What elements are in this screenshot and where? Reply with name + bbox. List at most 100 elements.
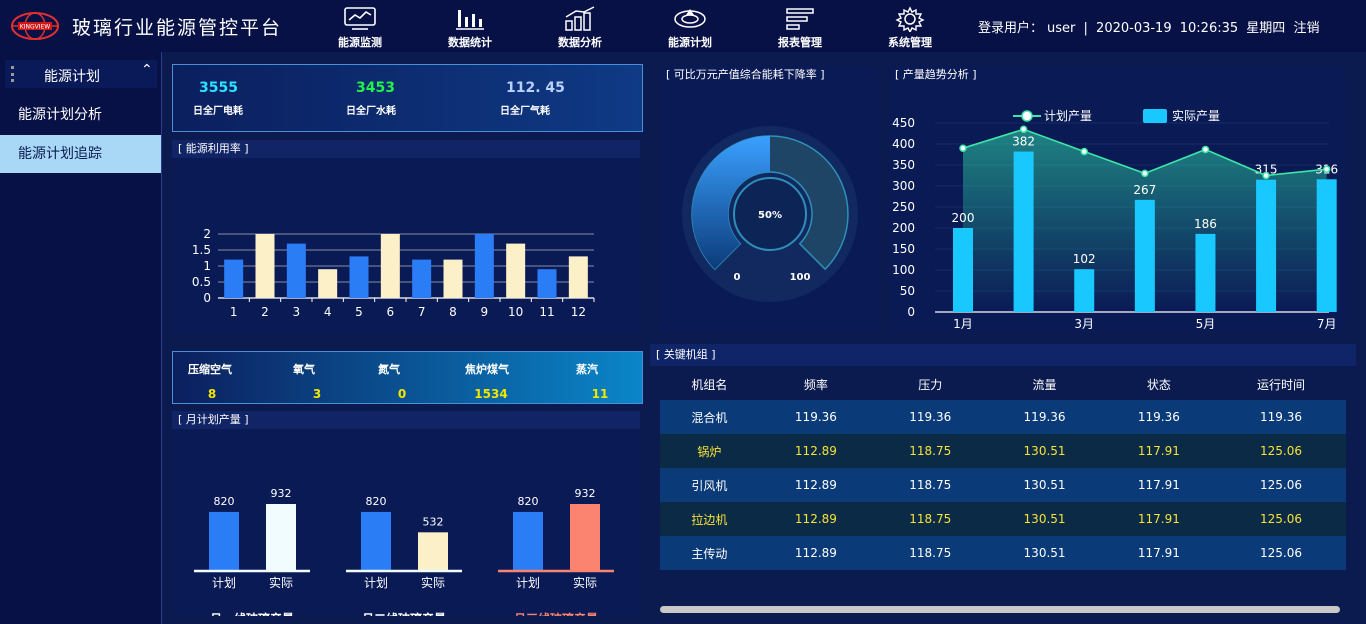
- table-row[interactable]: 主传动 112.89 118.75 130.51 117.91 125.06: [660, 536, 1346, 570]
- user-bar: 登录用户： user | 2020-03-19 10:26:35 星期四 注销: [978, 17, 1323, 36]
- y-tick-label: 250: [892, 200, 915, 214]
- power-consumption-value: 3555: [199, 80, 238, 96]
- actual-bar: [1074, 269, 1095, 312]
- x-tick-label: 2: [261, 305, 269, 319]
- plan-bar-category: 实际: [421, 575, 445, 590]
- plan-bar-category: 实际: [269, 575, 293, 590]
- actual-bar: [1013, 151, 1034, 312]
- table-cell: 119.36: [1260, 410, 1302, 424]
- sidebar-item-plan-tracking[interactable]: 能源计划追踪: [0, 135, 161, 173]
- gas-header-3: 焦炉煤气: [465, 363, 509, 376]
- plan-bar-value: 820: [366, 495, 387, 508]
- table-cell: 117.91: [1137, 444, 1180, 458]
- trend-title: [ 产量趋势分析 ]: [895, 68, 977, 81]
- y-tick-label: 1.5: [192, 243, 211, 257]
- date: 2020-03-19: [1096, 21, 1172, 36]
- gas-consumption-label: 日全厂气耗: [500, 106, 550, 117]
- usage-bar: [349, 256, 369, 298]
- key-units-title: [ 关键机组 ]: [650, 344, 1356, 366]
- legend-actual: 实际产量: [1172, 108, 1220, 123]
- actual-bar: [1316, 179, 1337, 312]
- gas-value-3: 1534: [474, 387, 508, 401]
- plan-point: [1322, 165, 1331, 173]
- table-cell: 117.91: [1137, 546, 1180, 560]
- nav-label: 数据分析: [558, 36, 602, 49]
- plan-point: [1201, 145, 1210, 154]
- nav-energy-plan[interactable]: 能源计划: [650, 4, 730, 50]
- y-tick-label: 2: [203, 227, 211, 241]
- separator: |: [1083, 21, 1088, 36]
- plan-bar-category: 计划: [212, 576, 236, 590]
- usage-bar: [224, 259, 244, 298]
- report-icon: [786, 8, 814, 30]
- plan-bar-value: 820: [214, 495, 235, 508]
- usage-bar: [506, 243, 526, 298]
- gear-icon: [895, 6, 925, 32]
- column-header: 运行时间: [1257, 377, 1306, 392]
- sidebar-header-label: 能源计划: [44, 69, 100, 85]
- usage-bar: [537, 269, 557, 298]
- plan-point: [1141, 169, 1149, 178]
- y-tick-label: 400: [892, 137, 915, 151]
- table-cell: 125.06: [1260, 478, 1302, 492]
- gauge-fill: [692, 136, 770, 270]
- x-tick-label: 3: [293, 305, 301, 319]
- actual-bar: [1195, 233, 1216, 312]
- x-tick-label: 5: [355, 305, 363, 319]
- logout-link[interactable]: 注销: [1293, 21, 1320, 36]
- y-tick-label: 0.5: [192, 275, 211, 289]
- table-cell: 引风机: [691, 478, 728, 493]
- actual-bar-value: 102: [1073, 252, 1096, 266]
- x-tick-label: 11: [539, 305, 554, 319]
- plan-bar-value: 820: [518, 495, 539, 508]
- logo: KINGVIEW: [10, 11, 60, 41]
- trend-panel: [ 产量趋势分析 ] 0 50 100 150 200 250 300 350 400 450 20…: [889, 66, 1345, 332]
- y-tick-label: 450: [892, 116, 915, 130]
- horizontal-scrollbar[interactable]: [660, 606, 1340, 613]
- production-trend-chart: 0 50 100 150 200 250 300 350 400 450 200 1月 382 102 3月…: [892, 108, 1338, 331]
- key-units-panel: [ 关键机组 ] 机组名 频率 压力 流量 状态 运行时间 混合机 119.36 119.36…: [650, 344, 1356, 616]
- gas-header-0: 压缩空气: [188, 363, 232, 376]
- nav-report[interactable]: 报表管理: [760, 4, 840, 50]
- table-row[interactable]: 拉边机 112.89 118.75 130.51 117.91 125.06: [660, 502, 1346, 536]
- plan-bar: [209, 511, 239, 570]
- x-tick-label: 7月: [1317, 317, 1337, 331]
- plan-bar-category: 计划: [516, 576, 540, 590]
- actual-bar-value: 267: [1133, 183, 1156, 197]
- plan-bar-value: 932: [271, 487, 292, 500]
- gauge-panel: [ 可比万元产值综合能耗下降率 ] 50% 0 100: [660, 66, 878, 332]
- table-row[interactable]: 锅炉 112.89 118.75 130.51 117.91 125.06: [660, 434, 1346, 468]
- nav-data-stats[interactable]: 数据统计: [430, 4, 510, 50]
- legend-bar-swatch: [1143, 109, 1167, 123]
- x-tick-label: 5月: [1196, 317, 1216, 331]
- usage-bar: [443, 259, 463, 298]
- sidebar-header[interactable]: 能源计划 ⌃: [5, 60, 157, 88]
- monthly-plan-title: [ 月计划产量 ]: [172, 411, 640, 429]
- collapse-icon[interactable]: ⌃: [141, 62, 153, 78]
- sidebar-item-plan-analysis[interactable]: 能源计划分析: [0, 96, 161, 134]
- legend-point-swatch: [1021, 110, 1033, 122]
- x-tick-label: 7: [418, 305, 426, 319]
- gas-header-1: 氧气: [293, 363, 315, 376]
- nav-system[interactable]: 系统管理: [870, 4, 950, 50]
- x-tick-label: 10: [508, 305, 523, 319]
- y-tick-label: 1: [203, 259, 211, 273]
- plan-group-title: 月二线玻璃产量: [361, 611, 446, 616]
- plan-bar-category: 计划: [364, 576, 388, 590]
- nav-energy-monitor[interactable]: 能源监测: [320, 4, 400, 50]
- nav-data-analysis[interactable]: 数据分析: [540, 4, 620, 50]
- plan-point: [1080, 147, 1088, 156]
- usage-bar: [412, 259, 432, 298]
- plan-point: [1019, 125, 1028, 134]
- trend-analysis-icon: [565, 6, 595, 31]
- table-cell: 119.36: [1023, 410, 1066, 424]
- plan-point: [1262, 171, 1270, 180]
- table-cell: 主传动: [691, 546, 728, 561]
- power-consumption-label: 日全厂电耗: [193, 106, 243, 117]
- table-row[interactable]: 引风机 112.89 118.75 130.51 117.91 125.06: [660, 468, 1346, 502]
- x-tick-label: 9: [481, 305, 489, 319]
- energy-usage-chart: 00.511.521 2 3 4 5 6 7 8 9 10 11 12: [192, 227, 595, 319]
- drag-handle-icon: [11, 66, 17, 82]
- table-row[interactable]: 混合机 119.36 119.36 119.36 119.36 119.36: [660, 400, 1346, 434]
- x-tick-label: 4: [324, 305, 332, 319]
